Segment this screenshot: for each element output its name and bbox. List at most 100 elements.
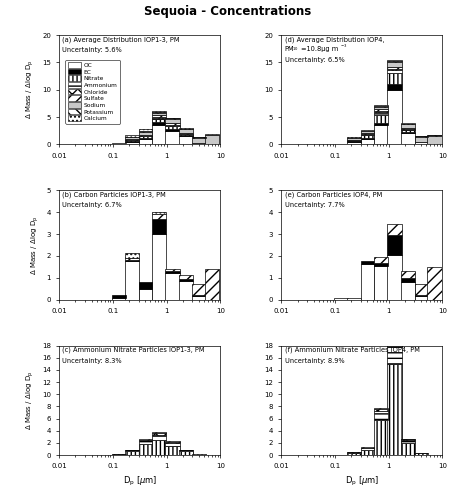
Y-axis label: $\Delta$ Mass / $\Delta$log D$_\mathrm{p}$: $\Delta$ Mass / $\Delta$log D$_\mathrm{p… bbox=[29, 216, 41, 274]
Bar bbox=[400, 130, 414, 132]
Bar bbox=[125, 452, 139, 455]
Bar bbox=[152, 214, 166, 219]
Bar bbox=[138, 131, 152, 132]
Bar bbox=[414, 284, 427, 296]
Bar bbox=[414, 453, 427, 455]
Bar bbox=[373, 123, 387, 125]
Bar bbox=[400, 278, 414, 282]
Bar bbox=[400, 438, 414, 439]
Bar bbox=[138, 138, 152, 139]
Bar bbox=[373, 262, 387, 266]
Bar bbox=[373, 112, 387, 115]
Bar bbox=[192, 284, 206, 296]
Bar bbox=[205, 135, 219, 136]
Bar bbox=[386, 336, 401, 340]
Bar bbox=[138, 289, 152, 300]
Bar bbox=[138, 282, 152, 289]
Bar bbox=[373, 106, 387, 110]
Bar bbox=[386, 70, 401, 73]
Bar bbox=[165, 124, 179, 125]
Bar bbox=[165, 442, 179, 443]
Bar bbox=[152, 219, 166, 234]
Bar bbox=[386, 235, 401, 255]
Bar bbox=[400, 282, 414, 300]
Bar bbox=[165, 118, 179, 120]
Bar bbox=[125, 141, 139, 142]
Text: =10.8μg m: =10.8μg m bbox=[300, 46, 337, 52]
Bar bbox=[360, 264, 374, 300]
Bar bbox=[373, 420, 387, 455]
Bar bbox=[386, 364, 401, 455]
Bar bbox=[347, 138, 361, 140]
Bar bbox=[205, 136, 219, 143]
Text: (f) Ammonium Nitrate Particles IOP4, PM: (f) Ammonium Nitrate Particles IOP4, PM bbox=[284, 346, 419, 353]
Bar bbox=[373, 409, 387, 410]
Bar bbox=[360, 138, 374, 139]
Bar bbox=[192, 138, 206, 142]
Y-axis label: $\Delta$ Mass / $\Delta$log D$_\mathrm{p}$: $\Delta$ Mass / $\Delta$log D$_\mathrm{p… bbox=[25, 60, 36, 120]
Bar bbox=[165, 125, 179, 126]
Bar bbox=[152, 125, 166, 144]
Text: $^{-3}$: $^{-3}$ bbox=[339, 44, 347, 50]
Text: Uncertainty: 8.9%: Uncertainty: 8.9% bbox=[284, 358, 344, 364]
Bar bbox=[426, 136, 440, 144]
Bar bbox=[373, 105, 387, 106]
Y-axis label: $\Delta$ Mass / $\Delta$log D$_\mathrm{p}$: $\Delta$ Mass / $\Delta$log D$_\mathrm{p… bbox=[25, 370, 36, 430]
Bar bbox=[125, 262, 139, 300]
Bar bbox=[152, 113, 166, 115]
Bar bbox=[125, 135, 139, 136]
Bar bbox=[165, 443, 179, 446]
Text: Uncertainty: 7.7%: Uncertainty: 7.7% bbox=[284, 202, 344, 208]
Text: (d) Average Distribution IOP4,: (d) Average Distribution IOP4, bbox=[284, 36, 383, 43]
Bar bbox=[152, 117, 166, 118]
Bar bbox=[178, 129, 192, 130]
Text: (b) Carbon Particles IOP1-3, PM: (b) Carbon Particles IOP1-3, PM bbox=[62, 192, 166, 198]
Bar bbox=[138, 439, 152, 440]
Bar bbox=[386, 84, 401, 89]
Bar bbox=[386, 90, 401, 144]
Bar bbox=[152, 433, 166, 435]
Bar bbox=[414, 136, 427, 141]
Bar bbox=[373, 111, 387, 112]
Text: Uncertainty: 6.7%: Uncertainty: 6.7% bbox=[62, 202, 122, 208]
Bar bbox=[152, 432, 166, 433]
Bar bbox=[138, 139, 152, 144]
Bar bbox=[152, 119, 166, 122]
Bar bbox=[192, 454, 206, 455]
Text: $_{10}$: $_{10}$ bbox=[291, 46, 298, 52]
Text: Uncertainty: 6.5%: Uncertainty: 6.5% bbox=[284, 57, 344, 63]
Bar bbox=[192, 136, 206, 138]
Bar bbox=[205, 134, 219, 135]
Bar bbox=[138, 444, 152, 455]
Bar bbox=[178, 274, 192, 279]
Bar bbox=[386, 61, 401, 62]
Bar bbox=[125, 260, 139, 262]
X-axis label: D$_\mathrm{p}$ [$\mu$m]: D$_\mathrm{p}$ [$\mu$m] bbox=[122, 475, 157, 488]
Bar bbox=[178, 136, 192, 144]
Bar bbox=[152, 111, 166, 112]
Bar bbox=[205, 269, 219, 300]
Bar bbox=[178, 130, 192, 133]
Bar bbox=[165, 129, 179, 130]
Bar bbox=[333, 298, 347, 300]
Bar bbox=[360, 447, 374, 448]
Bar bbox=[400, 124, 414, 128]
Bar bbox=[400, 271, 414, 278]
Bar bbox=[373, 115, 387, 123]
Bar bbox=[178, 450, 192, 452]
Bar bbox=[138, 440, 152, 444]
Text: (c) Ammonium Nitrate Particles IOP1-3, PM: (c) Ammonium Nitrate Particles IOP1-3, P… bbox=[62, 346, 205, 353]
Bar bbox=[373, 110, 387, 111]
Bar bbox=[373, 410, 387, 420]
Bar bbox=[386, 60, 401, 61]
Bar bbox=[125, 450, 139, 452]
Bar bbox=[178, 279, 192, 281]
Bar bbox=[138, 129, 152, 131]
Bar bbox=[386, 66, 401, 69]
Bar bbox=[152, 435, 166, 440]
Text: (a) Average Distribution IOP1-3, PM: (a) Average Distribution IOP1-3, PM bbox=[62, 36, 180, 43]
Legend: OC, EC, Nitrate, Ammonium, Chloride, Sulfate, Sodium, Potassium, Calcium: OC, EC, Nitrate, Ammonium, Chloride, Sul… bbox=[65, 60, 120, 124]
Bar bbox=[360, 262, 374, 264]
Bar bbox=[125, 142, 139, 144]
Bar bbox=[400, 440, 414, 443]
